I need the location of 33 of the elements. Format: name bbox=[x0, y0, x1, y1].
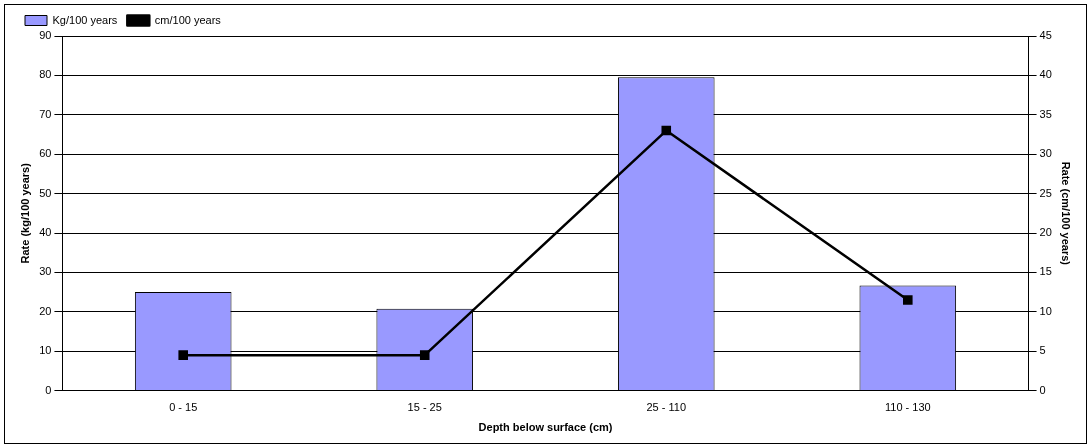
y2-tick-label: 15 bbox=[1039, 265, 1052, 278]
y2-tick-label: 30 bbox=[1039, 147, 1052, 160]
y2-tick-label: 0 bbox=[1039, 383, 1046, 396]
y2-tick-label: 20 bbox=[1039, 226, 1052, 239]
x-tick-label: 25 - 110 bbox=[646, 401, 687, 414]
legend-label: Kg/100 years bbox=[52, 13, 118, 26]
y-tick-label: 30 bbox=[39, 265, 52, 278]
point bbox=[903, 295, 913, 305]
y-tick-label: 90 bbox=[39, 29, 52, 42]
x-tick-label: 110 - 130 bbox=[884, 401, 931, 414]
y2-tick-label: 35 bbox=[1039, 107, 1052, 120]
y-axis-title: Rate (kg/100 years) bbox=[18, 162, 31, 264]
x-tick-label: 15 - 25 bbox=[407, 401, 442, 414]
legend-label: cm/100 years bbox=[154, 13, 222, 26]
y-tick-label: 50 bbox=[39, 186, 52, 199]
y-tick-label: 60 bbox=[39, 147, 52, 160]
x-axis-title: Depth below surface (cm) bbox=[478, 421, 613, 434]
y-tick-label: 0 bbox=[45, 383, 52, 396]
point bbox=[419, 350, 430, 360]
y2-axis-title: Rate (cm/100 years) bbox=[1060, 161, 1073, 266]
point bbox=[178, 350, 188, 360]
y2-tick-label: 5 bbox=[1039, 344, 1046, 357]
y-tick-label: 70 bbox=[39, 107, 52, 120]
y2-tick-label: 40 bbox=[1039, 68, 1052, 81]
y2-tick-label: 25 bbox=[1039, 186, 1052, 199]
x-tick-label: 0 - 15 bbox=[169, 401, 198, 414]
y-tick-label: 40 bbox=[39, 226, 52, 239]
y2-tick-label: 10 bbox=[1039, 304, 1052, 317]
y-tick-label: 20 bbox=[39, 304, 52, 317]
y2-tick-label: 45 bbox=[1039, 29, 1052, 42]
y-tick-label: 10 bbox=[39, 344, 52, 357]
y-tick-label: 80 bbox=[39, 68, 52, 81]
point bbox=[661, 125, 672, 136]
